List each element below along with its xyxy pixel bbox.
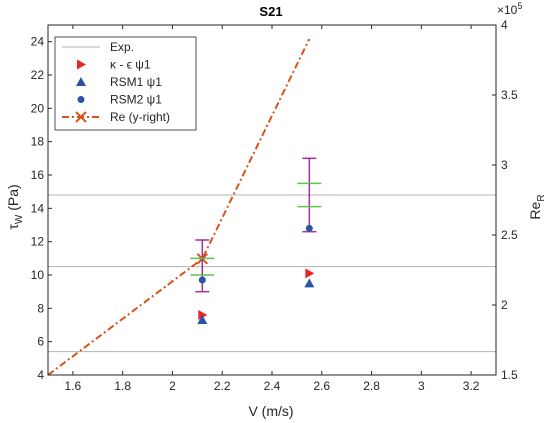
series-2-point-0 xyxy=(198,276,206,284)
y-right-label-main: Re xyxy=(527,201,543,219)
y-axis-right-label: ReR xyxy=(527,194,547,219)
series-0-point-1 xyxy=(305,268,315,279)
x-tick-label-8: 3.2 xyxy=(463,379,480,393)
series-2-point-1 xyxy=(305,224,313,232)
y-left-label-main: τ xyxy=(5,224,21,230)
x-tick-label-6: 2.8 xyxy=(363,379,380,393)
legend-label-1: κ - ϵ ψ1 xyxy=(110,58,151,72)
series-1-point-1 xyxy=(304,278,315,288)
x-tick-label-3: 2.2 xyxy=(214,379,231,393)
right-axis-exponent: ×105 xyxy=(497,1,522,17)
y-left-tick-label-2: 8 xyxy=(37,301,44,315)
series-0-point-0 xyxy=(198,310,208,320)
y-left-tick-label-4: 12 xyxy=(31,235,45,249)
x-tick-label-7: 3 xyxy=(418,379,425,393)
legend-swatch-2 xyxy=(76,77,86,86)
legend-label-0: Exp. xyxy=(110,40,134,54)
y-right-tick-label-4: 3.5 xyxy=(501,88,518,102)
x-tick-label-2: 2 xyxy=(169,379,176,393)
y-left-tick-label-5: 14 xyxy=(31,201,45,215)
legend-swatch-3 xyxy=(77,96,85,103)
y-left-tick-label-6: 16 xyxy=(31,168,45,182)
re-curve-line xyxy=(47,38,311,376)
y-left-tick-label-1: 6 xyxy=(37,335,44,349)
y-left-tick-label-9: 22 xyxy=(31,68,45,82)
x-tick-label-0: 1.6 xyxy=(65,379,82,393)
y-right-tick-label-1: 2 xyxy=(501,298,508,312)
y-right-label-sub: R xyxy=(536,194,547,201)
y-right-tick-label-3: 3 xyxy=(501,158,508,172)
series-1-point-0 xyxy=(197,315,208,324)
y-right-tick-label-5: 4 xyxy=(501,18,508,32)
legend-swatch-marker-4 xyxy=(75,111,87,123)
y-right-tick-label-2: 2.5 xyxy=(501,228,518,242)
chart-title: S21 xyxy=(259,4,282,19)
legend-swatch-1 xyxy=(77,59,86,70)
x-tick-label-4: 2.4 xyxy=(264,379,281,393)
x-tick-label-5: 2.6 xyxy=(313,379,330,393)
y-left-tick-label-3: 10 xyxy=(31,268,45,282)
y-left-tick-label-0: 4 xyxy=(37,368,44,382)
legend: Exp. κ - ϵ ψ1 RSM1 ψ1 RSM2 ψ1 Re (y-right) xyxy=(54,36,197,131)
legend-label-3: RSM2 ψ1 xyxy=(110,93,162,107)
y-right-tick-label-0: 1.5 xyxy=(501,368,518,382)
legend-label-2: RSM1 ψ1 xyxy=(110,75,162,89)
y-left-tick-label-7: 18 xyxy=(31,135,45,149)
y-left-label-sub: W xyxy=(14,214,25,224)
y-left-tick-label-8: 20 xyxy=(31,101,45,115)
legend-label-4: Re (y-right) xyxy=(110,110,170,124)
x-axis-label: V (m/s) xyxy=(248,403,293,419)
right-exponent-base: ×10 xyxy=(497,3,518,17)
y-left-label-rest: (Pa) xyxy=(5,184,21,214)
x-tick-label-1: 1.8 xyxy=(114,379,131,393)
right-exponent-power: 5 xyxy=(517,1,522,11)
y-left-tick-label-10: 24 xyxy=(31,35,45,49)
y-axis-left-label: τW (Pa) xyxy=(5,184,25,229)
